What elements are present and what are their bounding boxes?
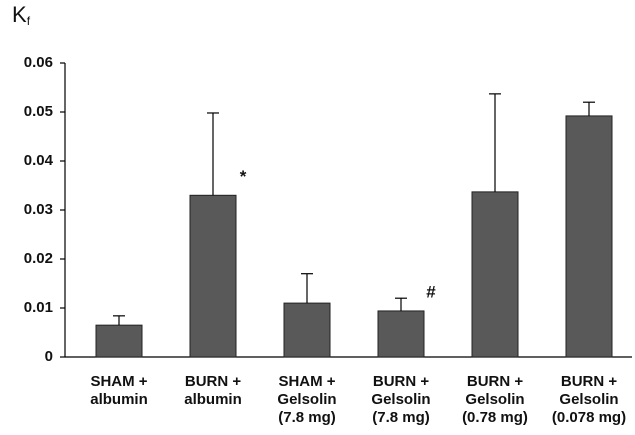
bar (471, 191, 519, 358)
y-tick-label: 0.04 (24, 152, 54, 169)
y-tick-label: 0 (45, 348, 53, 365)
y-tick-label: 0.02 (24, 250, 53, 267)
y-tick-label: 0.06 (24, 54, 53, 71)
bar (565, 115, 613, 358)
x-tick-label: (7.8 mg) (278, 409, 336, 426)
x-tick-label: Gelsolin (465, 391, 524, 408)
x-tick-label: BURN + (185, 373, 241, 390)
x-tick-label: albumin (184, 391, 242, 408)
x-tick-label: SHAM + (90, 373, 147, 390)
significance-marker: * (240, 167, 247, 186)
bar (189, 194, 237, 358)
x-tick-label: BURN + (467, 373, 523, 390)
y-tick-label: 0.01 (24, 299, 53, 316)
bar (95, 324, 143, 358)
y-tick-label: 0.05 (24, 103, 53, 120)
significance-marker: # (426, 282, 436, 301)
y-tick-label: 0.03 (24, 201, 53, 218)
bar (283, 302, 331, 358)
x-tick-label: BURN + (373, 373, 429, 390)
bar (377, 310, 425, 358)
x-tick-label: Gelsolin (559, 391, 618, 408)
x-tick-label: (0.078 mg) (552, 409, 626, 426)
x-tick-label: Gelsolin (277, 391, 336, 408)
x-tick-label: (7.8 mg) (372, 409, 430, 426)
x-tick-label: Gelsolin (371, 391, 430, 408)
x-tick-label: (0.78 mg) (462, 409, 528, 426)
y-axis-label: Kf (12, 2, 31, 28)
x-tick-label: SHAM + (278, 373, 335, 390)
x-tick-label: albumin (90, 391, 148, 408)
x-tick-label: BURN + (561, 373, 617, 390)
